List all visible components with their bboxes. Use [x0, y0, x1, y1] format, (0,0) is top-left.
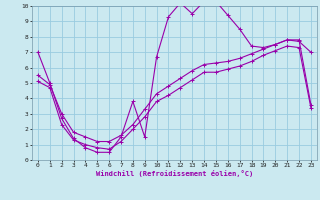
X-axis label: Windchill (Refroidissement éolien,°C): Windchill (Refroidissement éolien,°C) [96, 170, 253, 177]
